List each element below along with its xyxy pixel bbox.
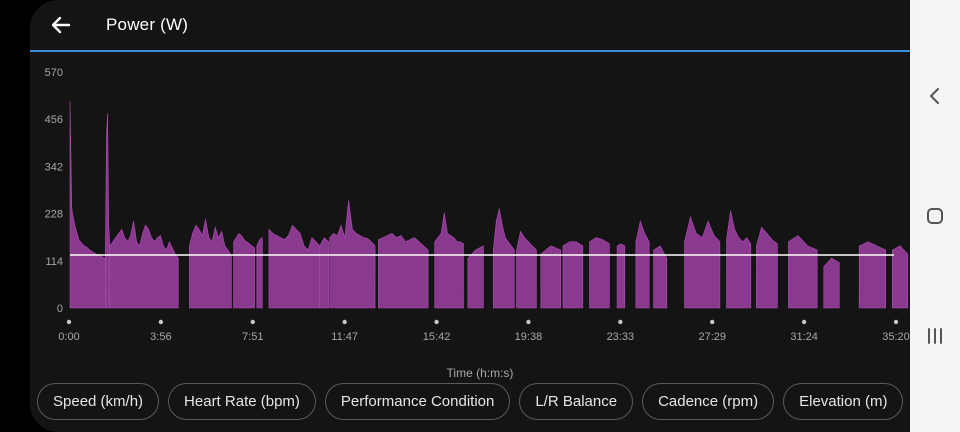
x-tick-dot <box>434 319 439 325</box>
arrow-left-icon <box>51 16 71 34</box>
y-tick-label: 456 <box>45 114 63 126</box>
system-nav-bar <box>910 0 960 432</box>
metric-chip-row: Speed (km/h) Heart Rate (bpm) Performance … <box>37 383 910 420</box>
power-area-segment <box>788 235 818 309</box>
power-area-segment <box>562 241 584 309</box>
power-area-segment <box>189 218 232 309</box>
y-tick-label: 570 <box>45 67 63 79</box>
x-tick-label: 27:29 <box>698 331 726 343</box>
y-tick-label: 228 <box>45 209 63 221</box>
app-screen: Power (W) 0 114 228 342 456 570 0:00 3:56 7:51 1… <box>30 0 910 432</box>
x-tick-label: 23:33 <box>607 331 635 343</box>
x-tick-dot <box>893 319 899 325</box>
power-area-segment <box>589 237 610 309</box>
y-axis: 0 114 228 342 456 570 <box>45 67 63 315</box>
chevron-left-icon <box>930 88 939 104</box>
x-tick-label: 31:24 <box>790 331 818 343</box>
power-area <box>69 100 909 309</box>
power-area-segment <box>540 245 562 309</box>
y-tick-label: 342 <box>45 161 63 173</box>
app-header: Power (W) <box>30 0 910 52</box>
power-chart: 0 114 228 342 456 570 0:00 3:56 7:51 11:47 15:42 1… <box>45 67 910 343</box>
power-area-segment <box>329 200 376 309</box>
x-tick-dot <box>801 319 807 325</box>
power-area-segment <box>653 245 668 309</box>
x-tick-dot <box>66 319 72 325</box>
home-square-icon <box>927 208 943 224</box>
back-button[interactable] <box>46 10 76 40</box>
metric-chip[interactable]: Performance Condition <box>324 383 511 420</box>
power-area-segment <box>69 100 106 309</box>
power-area-segment <box>319 237 329 309</box>
power-area-segment <box>516 230 537 309</box>
y-tick-label: 0 <box>57 303 63 315</box>
x-tick-label: 7:51 <box>242 331 263 343</box>
power-area-segment <box>378 233 429 309</box>
power-area-segment <box>616 243 626 309</box>
nav-home-button[interactable] <box>921 202 949 230</box>
power-area-segment <box>891 245 909 309</box>
power-area-segment <box>467 245 484 309</box>
power-area-segment <box>256 236 263 309</box>
x-tick-dot <box>342 319 347 325</box>
metric-chip[interactable]: Elevation (m) <box>783 383 904 420</box>
nav-back-button[interactable] <box>921 82 949 110</box>
y-tick-label: 114 <box>45 256 63 268</box>
x-tick-label: 15:42 <box>423 331 451 343</box>
metric-chip[interactable]: Cadence (rpm) <box>642 383 775 420</box>
x-tick-dot <box>618 319 623 325</box>
x-axis-label: Time (h:m:s) <box>446 366 514 380</box>
x-tick-label: 19:38 <box>515 331 543 343</box>
x-tick-label: 3:56 <box>150 331 171 343</box>
power-area-segment <box>756 226 778 309</box>
x-tick-dot <box>710 319 715 325</box>
power-area-segment <box>434 212 464 309</box>
power-area-segment <box>492 208 515 309</box>
x-tick-dot <box>158 319 164 325</box>
power-area-segment <box>105 113 111 309</box>
power-area-segment <box>726 210 752 309</box>
x-tick-label: 11:47 <box>331 331 358 343</box>
metric-chip[interactable]: L/R Balance <box>519 383 634 420</box>
x-axis: 0:00 3:56 7:51 11:47 15:42 19:38 23:33 27:29 31:… <box>58 319 910 343</box>
power-area-segment <box>823 257 840 309</box>
x-tick-label: 35:20 <box>882 331 910 343</box>
power-area-segment <box>635 219 650 309</box>
metric-chip[interactable]: Heart Rate (bpm) <box>168 383 316 420</box>
nav-recents-button[interactable] <box>921 322 949 350</box>
power-area-segment <box>858 241 887 309</box>
x-tick-dot <box>250 319 255 325</box>
metric-chip[interactable]: Speed (km/h) <box>37 383 160 420</box>
power-area-segment <box>233 233 255 309</box>
power-area-segment <box>268 224 321 309</box>
x-tick-label: 0:00 <box>58 331 79 343</box>
power-area-segment <box>109 221 179 309</box>
power-area-segment <box>684 215 721 309</box>
page-title: Power (W) <box>106 15 189 34</box>
x-tick-dot <box>526 319 531 325</box>
recent-apps-icon <box>928 328 942 344</box>
